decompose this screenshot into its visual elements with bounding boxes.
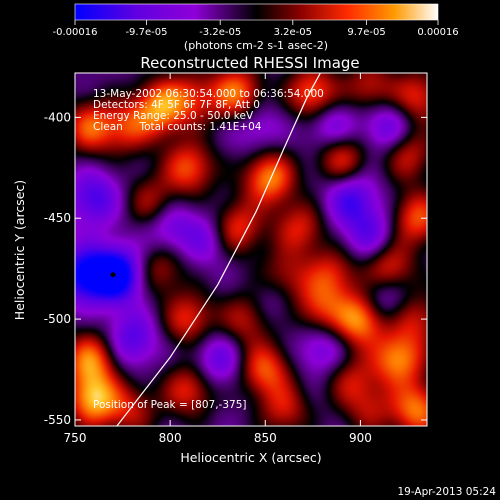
colorbar-tick-label: 0.00016 <box>417 27 458 38</box>
annotation-time: 13-May-2002 06:30:54.000 to 06:36:54.000 <box>93 88 324 100</box>
colorbar-tick-label: -0.00016 <box>53 27 98 38</box>
colorbar-unit-label: (photons cm-2 s-1 asec-2) <box>184 39 328 52</box>
x-tick-label: 750 <box>64 431 87 445</box>
y-tick-label: -500 <box>44 312 71 326</box>
y-axis-ticks: -400 -450 -500 -550 <box>44 110 427 427</box>
colorbar-tick-label: 9.7e-05 <box>347 27 385 38</box>
annotation-peak: Position of Peak = [807,-375] <box>93 399 247 411</box>
footer-timestamp: 19-Apr-2013 05:24 <box>397 486 496 498</box>
chart-title: Reconstructed RHESSI Image <box>140 54 359 72</box>
x-tick-label: 850 <box>254 431 277 445</box>
y-tick-label: -450 <box>44 211 71 225</box>
colorbar-ticks: -0.00016 -9.7e-05 -3.2e-05 3.2e-05 9.7e-05 0.… <box>53 20 459 38</box>
y-tick-label: -400 <box>44 110 71 124</box>
colorbar <box>74 3 439 21</box>
annotation-counts: Clean Total counts: 1.41E+04 <box>93 121 262 133</box>
x-tick-label: 900 <box>349 431 372 445</box>
heatmap-image <box>75 73 427 426</box>
plot-frame <box>74 72 428 427</box>
y-tick-label: -550 <box>44 413 71 427</box>
peak-marker <box>110 272 116 278</box>
solar-limb-curve <box>116 73 321 426</box>
colorbar-tick-label: 3.2e-05 <box>274 27 312 38</box>
annotation-detectors: Detectors: 4F 5F 6F 7F 8F, Att 0 <box>93 99 260 111</box>
x-tick-label: 800 <box>159 431 182 445</box>
x-axis-ticks: 750 800 850 900 <box>64 73 372 445</box>
colorbar-tick-label: -9.7e-05 <box>125 27 167 38</box>
colorbar-tick-label: -3.2e-05 <box>199 27 241 38</box>
y-axis-label: Heliocentric Y (arcsec) <box>12 180 27 320</box>
x-axis-label: Heliocentric X (arcsec) <box>180 450 321 465</box>
annotation-energy: Energy Range: 25.0 - 50.0 keV <box>93 110 254 122</box>
